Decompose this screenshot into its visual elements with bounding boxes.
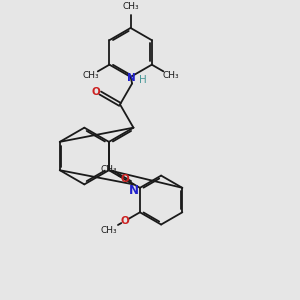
Text: CH₃: CH₃ — [122, 2, 139, 11]
Text: CH₃: CH₃ — [162, 71, 179, 80]
Text: N: N — [127, 73, 136, 83]
Text: N: N — [128, 184, 138, 197]
Text: O: O — [120, 174, 129, 184]
Text: O: O — [92, 86, 100, 97]
Text: CH₃: CH₃ — [100, 226, 117, 235]
Text: H: H — [139, 75, 146, 85]
Text: CH₃: CH₃ — [100, 165, 117, 174]
Text: O: O — [120, 216, 129, 226]
Text: CH₃: CH₃ — [82, 71, 99, 80]
